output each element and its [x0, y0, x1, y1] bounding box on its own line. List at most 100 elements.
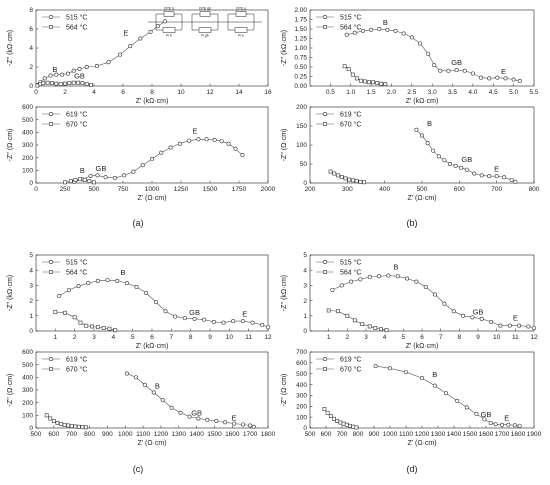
y-axis-title: -Z'' (kΩ·cm) — [7, 30, 14, 66]
x-tick-label: 4.0 — [468, 89, 477, 96]
data-point — [113, 328, 118, 333]
data-point — [48, 73, 53, 78]
circuit-label: CPE e — [236, 7, 246, 11]
data-point — [332, 416, 336, 421]
legend-marker — [48, 259, 53, 264]
legend-entry: 670 °C — [340, 365, 361, 373]
y-tick-label: 200 — [296, 104, 307, 111]
x-tick-label: 300 — [342, 186, 353, 193]
data-point — [436, 154, 441, 159]
annotation-label: E — [232, 413, 237, 422]
data-point — [77, 66, 82, 71]
data-point — [50, 81, 54, 86]
data-point — [92, 180, 96, 185]
y-tick-label: 2 — [303, 298, 307, 305]
data-point — [232, 421, 237, 426]
y-tick-label: 100 — [296, 142, 307, 149]
legend-marker — [322, 259, 327, 264]
data-point — [112, 175, 117, 180]
data-point — [342, 64, 347, 69]
x-tick-label: 16 — [264, 89, 272, 96]
x-tick-label: 1200 — [154, 431, 169, 438]
data-point — [493, 422, 498, 427]
legend-marker — [49, 367, 53, 371]
y-tick-label: 4 — [29, 267, 33, 274]
x-tick-label: 1.0 — [346, 89, 355, 96]
legend-marker — [323, 367, 327, 371]
data-point — [63, 310, 67, 315]
data-point — [95, 278, 100, 283]
x-tick-label: 1200 — [415, 431, 430, 438]
data-point — [339, 175, 344, 179]
y-tick-label: 0.25 — [294, 74, 307, 81]
data-point — [133, 375, 138, 380]
data-point — [328, 169, 333, 174]
data-point — [513, 179, 518, 184]
data-point — [503, 76, 508, 81]
data-point — [379, 81, 384, 86]
x-tick-label: 2000 — [261, 186, 276, 193]
data-point — [101, 326, 106, 330]
data-point — [443, 391, 448, 396]
data-point — [453, 163, 458, 168]
data-point — [479, 75, 484, 80]
data-point — [44, 413, 49, 418]
x-axis-title: Z' (kΩ·cm) — [136, 343, 169, 350]
legend-marker — [49, 122, 53, 126]
y-tick-label: 2.00 — [294, 7, 307, 14]
y-tick-label: 0.50 — [294, 64, 307, 71]
x-tick-label: 6 — [121, 89, 125, 96]
annotation-label: E — [192, 127, 197, 136]
x-tick-label: 700 — [337, 431, 348, 438]
x-tick-label: 5.5 — [529, 89, 538, 96]
legend-entry: 564 °C — [66, 268, 87, 276]
chart-a-bottom: 0 250 500 750 1000 1250 1500 1750 2000 0 100 200 300… — [7, 104, 276, 202]
x-tick-label: 500 — [31, 431, 42, 438]
data-point — [89, 83, 94, 87]
series-b — [53, 310, 118, 333]
annotation-label: GB — [189, 308, 200, 317]
y-tick-label: 400 — [296, 382, 307, 389]
data-point — [251, 424, 256, 429]
series-line — [55, 311, 116, 331]
data-point — [260, 322, 265, 327]
data-point — [494, 174, 499, 179]
data-point — [470, 71, 475, 76]
x-tick-label: 4.5 — [489, 89, 498, 96]
annotation-label: B — [427, 119, 432, 128]
data-point — [498, 323, 503, 328]
cpe-symbol — [199, 11, 211, 17]
data-point — [115, 278, 120, 283]
data-point — [474, 411, 479, 416]
x-axis-title: Z' (Ω·cm) — [137, 440, 166, 447]
data-point — [446, 68, 451, 73]
data-point — [464, 167, 469, 172]
x-tick-label: 4 — [112, 334, 116, 341]
data-point — [359, 78, 363, 83]
data-point — [94, 64, 99, 69]
data-point — [507, 323, 512, 328]
data-point — [338, 420, 343, 425]
data-point — [330, 287, 335, 292]
data-point — [57, 294, 62, 299]
data-point — [80, 425, 85, 429]
series-a — [373, 364, 522, 428]
data-point — [395, 274, 400, 279]
data-point — [352, 318, 357, 323]
x-tick-label: 600 — [321, 431, 332, 438]
data-point — [373, 364, 378, 369]
chart-b-bottom: 200 300 400 500 600 700 800 0 50 100 150 200 Z' (Ω·c… — [281, 104, 540, 202]
data-point — [41, 81, 46, 86]
data-point — [352, 30, 357, 35]
data-point — [95, 325, 100, 330]
data-point — [328, 414, 333, 418]
y-axis-title: -Z'' (kΩ·cm) — [281, 275, 288, 311]
y-tick-label: 6 — [29, 26, 33, 33]
data-point — [431, 148, 436, 153]
data-point — [417, 41, 422, 46]
data-point — [150, 156, 155, 161]
x-tick-label: 1300 — [172, 431, 187, 438]
x-tick-label: 1600 — [479, 431, 494, 438]
y-tick-label: 200 — [22, 155, 33, 162]
